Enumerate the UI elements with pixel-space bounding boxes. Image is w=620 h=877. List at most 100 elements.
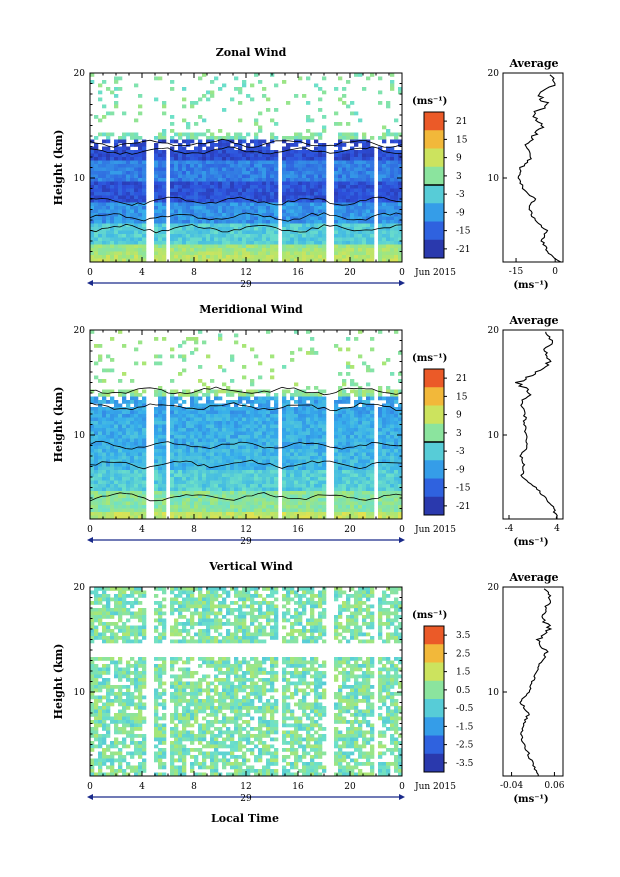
heatmap-cell bbox=[182, 491, 186, 495]
heatmap-cell bbox=[366, 234, 370, 238]
heatmap-cell bbox=[202, 164, 206, 168]
heatmap-cell bbox=[154, 164, 158, 168]
heatmap-cell bbox=[258, 411, 262, 415]
heatmap-cell bbox=[238, 255, 242, 259]
heatmap-cell bbox=[154, 425, 158, 429]
heatmap-cell bbox=[258, 495, 262, 499]
heatmap-cell bbox=[238, 175, 242, 179]
heatmap-cell bbox=[174, 418, 178, 422]
heatmap-cell bbox=[138, 442, 142, 446]
heatmap-cell bbox=[378, 224, 382, 228]
heatmap-cell bbox=[170, 463, 174, 467]
heatmap-cell bbox=[250, 196, 254, 200]
heatmap-cell bbox=[102, 481, 106, 485]
heatmap-cell bbox=[230, 206, 234, 210]
heatmap-cell bbox=[198, 178, 202, 182]
heatmap-cell bbox=[198, 213, 202, 217]
heatmap-cell bbox=[174, 245, 178, 249]
heatmap-cell bbox=[366, 213, 370, 217]
heatmap-cell bbox=[390, 175, 394, 179]
colorbar-segment bbox=[424, 240, 444, 259]
heatmap-cell bbox=[390, 140, 394, 144]
heatmap-cell bbox=[270, 484, 274, 488]
heatmap-cell bbox=[382, 234, 386, 238]
heatmap-cell bbox=[158, 133, 162, 137]
heatmap-cell bbox=[134, 157, 138, 161]
heatmap-cell bbox=[126, 495, 130, 499]
heatmap-cell bbox=[174, 238, 178, 242]
heatmap-cell bbox=[174, 192, 178, 196]
x-tick-label: 4 bbox=[139, 268, 145, 278]
heatmap-cell bbox=[342, 220, 346, 224]
heatmap-cell bbox=[98, 435, 102, 439]
heatmap-cell bbox=[350, 178, 354, 182]
heatmap-cell bbox=[342, 154, 346, 158]
heatmap-cell bbox=[314, 150, 318, 154]
heatmap-cell bbox=[182, 185, 186, 189]
heatmap-cell bbox=[366, 255, 370, 259]
heatmap-cell bbox=[382, 203, 386, 207]
heatmap-cell bbox=[210, 182, 214, 186]
heatmap-cell bbox=[314, 393, 318, 397]
heatmap-cell bbox=[226, 439, 230, 443]
heatmap-cell bbox=[226, 189, 230, 193]
heatmap-cell bbox=[106, 164, 110, 168]
heatmap-cell bbox=[262, 178, 266, 182]
heatmap-cell bbox=[174, 252, 178, 256]
heatmap-cell bbox=[266, 189, 270, 193]
heatmap-cell bbox=[270, 182, 274, 186]
heatmap-cell bbox=[314, 463, 318, 467]
heatmap-cell bbox=[138, 231, 142, 235]
heatmap-cell bbox=[90, 241, 94, 245]
heatmap-cell bbox=[310, 488, 314, 492]
heatmap-cell bbox=[162, 101, 166, 105]
heatmap-cell bbox=[322, 474, 326, 478]
heatmap-cell bbox=[206, 505, 210, 509]
heatmap-cell bbox=[110, 470, 114, 474]
heatmap-cell bbox=[158, 400, 162, 404]
heatmap-cell bbox=[138, 425, 142, 429]
heatmap-cell bbox=[250, 474, 254, 478]
heatmap-cell bbox=[170, 348, 174, 352]
heatmap-cell bbox=[142, 512, 146, 516]
heatmap-cell bbox=[214, 143, 218, 147]
heatmap-cell bbox=[294, 428, 298, 432]
heatmap-cell bbox=[130, 182, 134, 186]
heatmap-cell bbox=[258, 185, 262, 189]
heatmap-cell bbox=[214, 206, 218, 210]
heatmap-cell bbox=[266, 449, 270, 453]
heatmap-cell bbox=[142, 442, 146, 446]
heatmap-cell bbox=[182, 414, 186, 418]
heatmap-cell bbox=[162, 248, 166, 252]
heatmap-cell bbox=[342, 255, 346, 259]
heatmap-cell bbox=[122, 220, 126, 224]
heatmap-cell bbox=[202, 185, 206, 189]
heatmap-cell bbox=[270, 418, 274, 422]
heatmap-cell bbox=[210, 418, 214, 422]
heatmap-cell bbox=[382, 133, 386, 137]
heatmap-cell bbox=[170, 224, 174, 228]
heatmap-cell bbox=[306, 203, 310, 207]
heatmap-cell bbox=[294, 133, 298, 137]
heatmap-cell bbox=[242, 234, 246, 238]
heatmap-cell bbox=[210, 453, 214, 457]
heatmap-cell bbox=[214, 414, 218, 418]
heatmap-cell bbox=[134, 234, 138, 238]
heatmap-cell bbox=[206, 129, 210, 133]
heatmap-cell bbox=[98, 252, 102, 256]
heatmap-cell bbox=[114, 203, 118, 207]
heatmap-cell bbox=[322, 477, 326, 481]
heatmap-cell bbox=[242, 456, 246, 460]
heatmap-cell bbox=[134, 171, 138, 175]
heatmap-cell bbox=[158, 446, 162, 450]
heatmap-cell bbox=[262, 435, 266, 439]
heatmap-cell bbox=[298, 425, 302, 429]
heatmap-cell bbox=[162, 456, 166, 460]
heatmap-cell bbox=[182, 175, 186, 179]
heatmap-cell bbox=[90, 161, 94, 165]
heatmap-cell bbox=[290, 213, 294, 217]
heatmap-cell bbox=[102, 467, 106, 471]
heatmap-cell bbox=[358, 234, 362, 238]
heatmap-cell bbox=[242, 344, 246, 348]
heatmap-cell bbox=[210, 512, 214, 516]
